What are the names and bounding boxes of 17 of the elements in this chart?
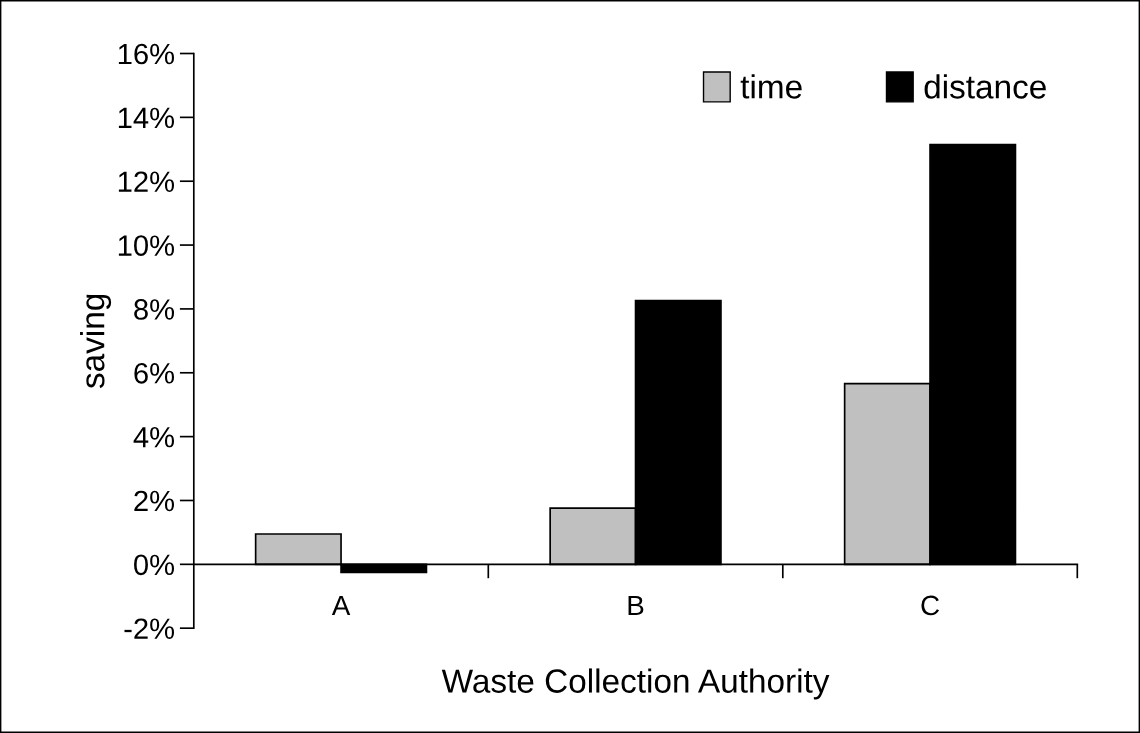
legend-label: distance xyxy=(924,74,1046,99)
y-tick-label: 2% xyxy=(134,490,175,512)
x-tick-label: C xyxy=(921,595,940,616)
y-tick-label: 16% xyxy=(118,43,175,65)
y-tick-label: 4% xyxy=(133,426,175,448)
x-tick-label: A xyxy=(331,595,351,616)
y-tick-label: 10% xyxy=(118,235,175,256)
y-tick-label: 14% xyxy=(118,107,175,129)
y-tick-label: 12% xyxy=(118,171,175,192)
y-tick-label: -2% xyxy=(124,618,175,639)
y-tick-label: 8% xyxy=(134,299,175,320)
x-axis-title: Waste Collection Authority xyxy=(441,668,830,700)
x-tick-label: B xyxy=(628,595,644,616)
y-axis-title: saving xyxy=(80,294,112,389)
y-tick-label: 0% xyxy=(134,554,175,576)
y-tick-label: 6% xyxy=(134,362,175,384)
legend-label: time xyxy=(740,74,802,99)
